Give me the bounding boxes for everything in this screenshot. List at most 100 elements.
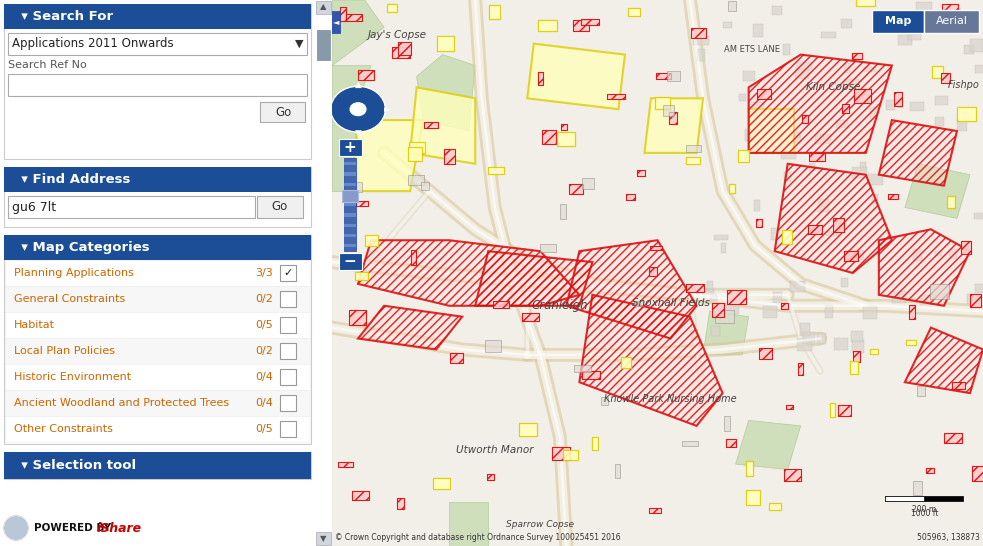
Bar (691, 330, 698, 341)
Text: Kiln Copse: Kiln Copse (806, 82, 860, 92)
Bar (797, 338, 812, 351)
Text: 0/4: 0/4 (256, 398, 273, 408)
Bar (784, 172, 791, 182)
Bar (909, 305, 914, 319)
Bar (615, 464, 620, 478)
Bar (551, 447, 570, 460)
Bar (860, 162, 866, 171)
Bar (842, 104, 848, 114)
Polygon shape (879, 229, 970, 306)
Bar (573, 20, 589, 31)
Text: ▲: ▲ (355, 80, 362, 89)
Bar (815, 134, 831, 144)
Bar (5, 390, 310, 416)
Bar (280, 421, 296, 437)
Text: ▲: ▲ (320, 3, 326, 11)
Text: Sparrow Copse: Sparrow Copse (506, 520, 574, 529)
Bar (352, 491, 369, 500)
Bar (551, 447, 570, 460)
Bar (944, 434, 962, 443)
Bar (889, 194, 898, 199)
Text: ▼: ▼ (320, 535, 326, 543)
Polygon shape (775, 164, 892, 273)
Bar (338, 462, 353, 467)
Bar (581, 19, 599, 25)
Polygon shape (645, 98, 703, 153)
Bar (637, 170, 645, 176)
Bar (657, 73, 671, 79)
Bar (935, 251, 942, 256)
Bar (782, 44, 790, 55)
Bar (790, 132, 800, 138)
Bar (962, 112, 968, 120)
Text: Applications 2011 Onwards: Applications 2011 Onwards (12, 38, 174, 50)
Bar (852, 167, 867, 178)
Bar (4, 235, 311, 444)
Bar (727, 290, 746, 304)
Bar (492, 301, 508, 308)
Bar (970, 39, 983, 52)
Bar (280, 317, 296, 333)
Bar (667, 71, 680, 81)
Text: ▼: ▼ (295, 39, 303, 49)
Bar (886, 496, 963, 501)
Bar (316, 1, 331, 14)
Bar (909, 305, 914, 319)
Bar (4, 4, 311, 29)
Bar (913, 250, 922, 261)
Bar (808, 225, 822, 234)
Circle shape (330, 86, 385, 132)
Bar (682, 441, 699, 447)
Bar (757, 89, 771, 99)
Bar (953, 382, 964, 389)
Bar (729, 185, 734, 193)
Bar (569, 184, 583, 194)
Bar (344, 193, 356, 196)
Bar (913, 480, 922, 495)
Bar (702, 289, 714, 295)
Bar (436, 37, 454, 51)
Bar (398, 42, 411, 56)
Bar (569, 184, 583, 194)
Bar (809, 153, 825, 161)
Bar (344, 203, 356, 206)
Bar (634, 301, 643, 306)
Bar (863, 306, 877, 319)
Bar (397, 497, 403, 509)
Bar (561, 124, 567, 130)
Bar (397, 497, 403, 509)
Bar (938, 21, 956, 29)
Bar (713, 303, 723, 317)
Bar (4, 4, 311, 159)
Bar (5, 286, 310, 312)
Bar (686, 145, 701, 152)
Bar (713, 303, 723, 317)
Bar (835, 337, 848, 350)
Bar (841, 278, 848, 287)
Bar (957, 119, 967, 131)
Text: ▾ Find Address: ▾ Find Address (12, 173, 131, 186)
Bar (797, 363, 803, 375)
Bar (444, 150, 455, 164)
Polygon shape (527, 44, 625, 109)
Bar (386, 4, 397, 13)
Bar (808, 225, 822, 234)
Bar (344, 224, 356, 227)
Bar (852, 53, 862, 59)
Bar (748, 102, 764, 115)
Bar (794, 135, 800, 143)
Bar (897, 100, 903, 108)
Polygon shape (358, 240, 579, 306)
Bar (650, 508, 662, 513)
Bar (894, 92, 901, 106)
Bar (851, 331, 863, 342)
Bar (691, 28, 706, 38)
Text: Search Ref No: Search Ref No (8, 60, 87, 70)
Bar (5, 312, 310, 338)
Bar (621, 357, 631, 368)
Bar (715, 310, 734, 323)
Bar (345, 14, 363, 21)
Bar (557, 132, 575, 146)
Bar (802, 115, 808, 123)
Bar (280, 343, 296, 359)
